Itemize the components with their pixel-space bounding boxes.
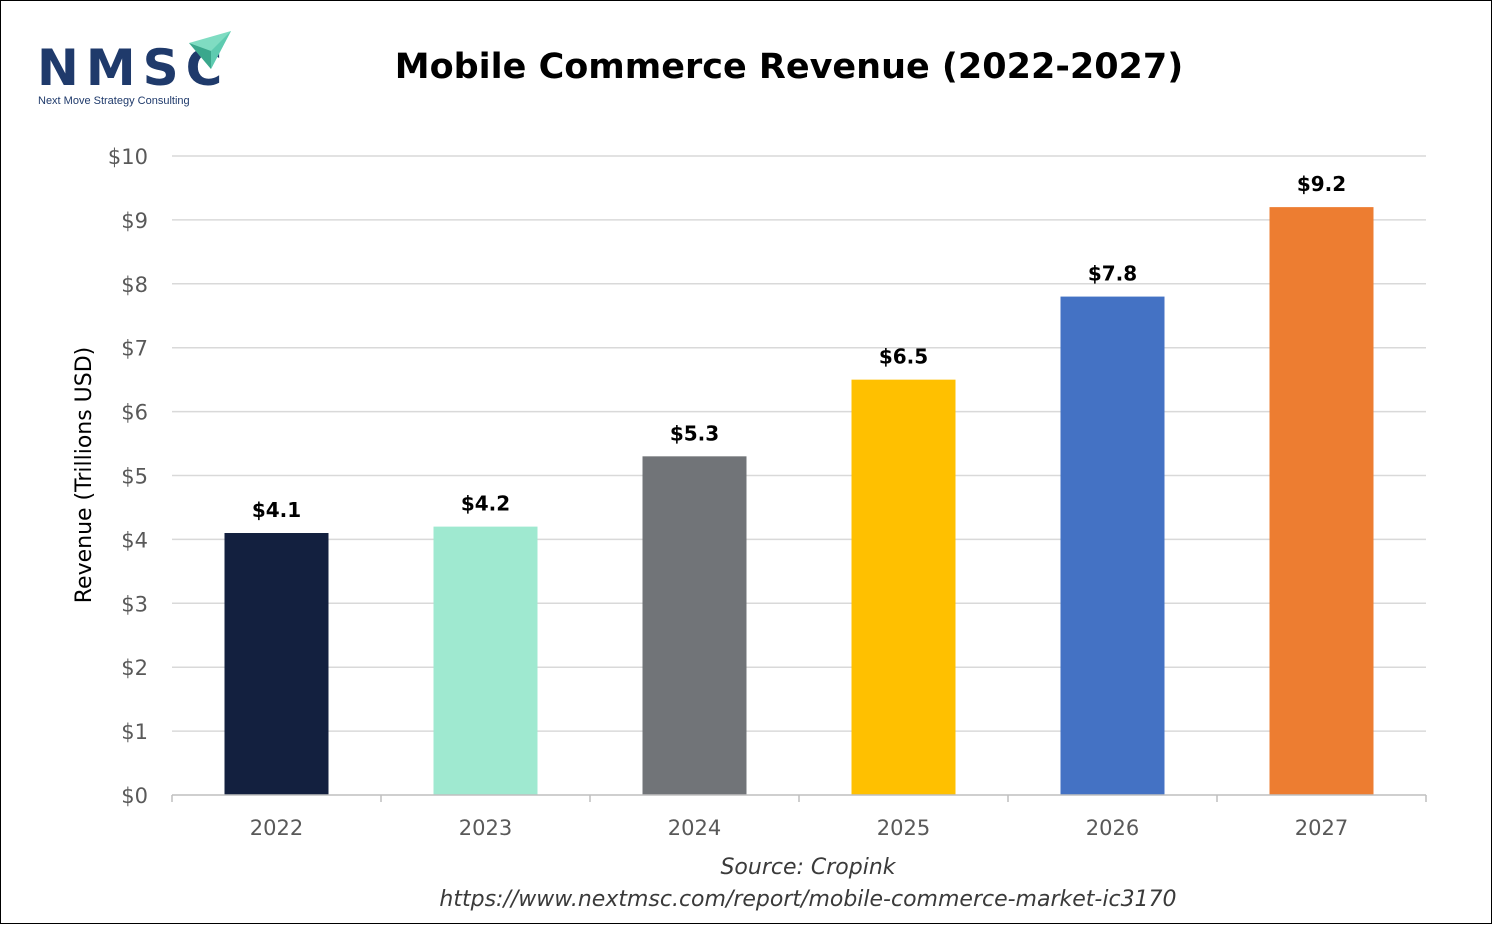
source-url: https://www.nextmsc.com/report/mobile-co… (439, 887, 1177, 912)
y-tick-label: $2 (121, 656, 148, 680)
x-tick-label: 2023 (459, 816, 512, 840)
x-tick-label: 2024 (668, 816, 721, 840)
x-axis-labels: 2022 2023 2024 2025 2026 2027 (250, 816, 1348, 840)
paper-plane-icon (189, 31, 231, 69)
x-axis (171, 794, 1427, 802)
data-label: $4.1 (252, 498, 301, 522)
y-tick-label: $8 (121, 273, 148, 297)
data-label: $5.3 (670, 421, 719, 445)
bar-2024 (642, 456, 747, 795)
bar-2023 (433, 526, 538, 795)
bar-2022 (224, 533, 329, 795)
data-label: $9.2 (1297, 172, 1346, 196)
gridlines (172, 155, 1426, 732)
y-axis-ticks: $0 $1 $2 $3 $4 $5 $6 $7 $8 $9 $10 (108, 145, 148, 808)
y-tick-label: $4 (121, 528, 148, 552)
y-tick-label: $9 (121, 209, 148, 233)
source-note: Source: Cropink (720, 855, 896, 880)
data-label: $4.2 (461, 492, 510, 516)
data-label: $6.5 (879, 345, 928, 369)
y-tick-label: $7 (121, 337, 148, 361)
y-tick-label: $5 (121, 465, 148, 489)
y-tick-label: $6 (121, 401, 148, 425)
data-labels: $4.1 $4.2 $5.3 $6.5 $7.8 $9.2 (252, 172, 1346, 522)
data-label: $7.8 (1088, 262, 1137, 286)
x-tick-label: 2026 (1086, 816, 1139, 840)
bar-2026 (1060, 296, 1165, 795)
chart-title: Mobile Commerce Revenue (2022-2027) (394, 47, 1184, 87)
logo-wordmark: NMSC (37, 39, 230, 97)
x-tick-label: 2027 (1295, 816, 1348, 840)
y-tick-label: $0 (121, 784, 148, 808)
bar-2025 (851, 379, 956, 795)
y-axis-title: Revenue (Trillions USD) (72, 347, 97, 604)
y-tick-label: $10 (108, 145, 148, 169)
bar-2027 (1269, 207, 1374, 795)
bar-chart: $0 $1 $2 $3 $4 $5 $6 $7 $8 $9 $10 $4.1 $4.2 $5.3 $6.5… (72, 145, 1427, 840)
bars (224, 207, 1374, 795)
x-tick-label: 2025 (877, 816, 930, 840)
x-tick-label: 2022 (250, 816, 303, 840)
nmsc-logo: NMSC Next Move Strategy Consulting (35, 29, 235, 109)
y-tick-label: $1 (121, 720, 148, 744)
y-tick-label: $3 (121, 592, 148, 616)
logo-subtitle: Next Move Strategy Consulting (38, 95, 190, 107)
